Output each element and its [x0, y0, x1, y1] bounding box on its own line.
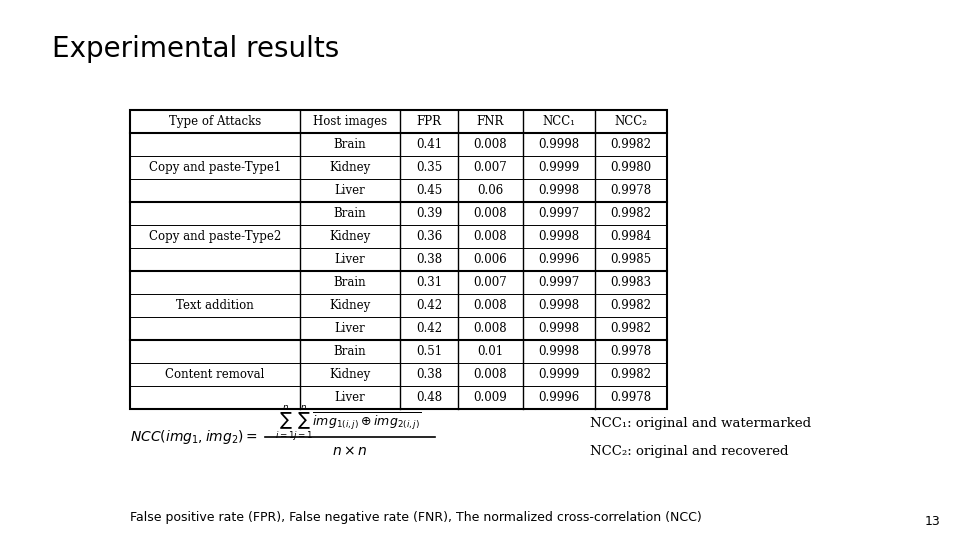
- Text: 0.36: 0.36: [416, 230, 443, 243]
- Text: 0.9996: 0.9996: [539, 391, 580, 404]
- Text: 0.008: 0.008: [473, 230, 507, 243]
- Text: 0.9997: 0.9997: [539, 276, 580, 289]
- Text: 0.9982: 0.9982: [611, 368, 652, 381]
- Text: 0.9998: 0.9998: [539, 345, 580, 358]
- Text: 0.42: 0.42: [416, 322, 442, 335]
- Text: 0.9978: 0.9978: [611, 345, 652, 358]
- Text: 0.9984: 0.9984: [611, 230, 652, 243]
- Text: 0.008: 0.008: [473, 368, 507, 381]
- Text: 0.51: 0.51: [416, 345, 442, 358]
- Text: 0.008: 0.008: [473, 299, 507, 312]
- Text: $NCC(img_1, img_2) =$: $NCC(img_1, img_2) =$: [130, 428, 258, 446]
- Text: Type of Attacks: Type of Attacks: [169, 115, 261, 128]
- Text: 0.007: 0.007: [473, 276, 508, 289]
- Text: 0.9982: 0.9982: [611, 207, 652, 220]
- Text: 0.31: 0.31: [416, 276, 442, 289]
- Text: 0.9998: 0.9998: [539, 322, 580, 335]
- Text: Brain: Brain: [334, 345, 367, 358]
- Text: 0.008: 0.008: [473, 138, 507, 151]
- Text: 0.009: 0.009: [473, 391, 508, 404]
- Text: 0.9998: 0.9998: [539, 138, 580, 151]
- Text: Copy and paste-Type1: Copy and paste-Type1: [149, 161, 281, 174]
- Text: 0.9997: 0.9997: [539, 207, 580, 220]
- Text: Brain: Brain: [334, 138, 367, 151]
- Text: 0.01: 0.01: [477, 345, 504, 358]
- Text: Experimental results: Experimental results: [52, 35, 339, 63]
- Text: FNR: FNR: [477, 115, 504, 128]
- Text: 0.9982: 0.9982: [611, 322, 652, 335]
- Text: Liver: Liver: [335, 391, 366, 404]
- Text: 0.9985: 0.9985: [611, 253, 652, 266]
- Text: 0.9980: 0.9980: [611, 161, 652, 174]
- Bar: [130, 110, 667, 409]
- Text: Kidney: Kidney: [329, 368, 371, 381]
- Text: Host images: Host images: [313, 115, 387, 128]
- Text: Content removal: Content removal: [165, 368, 265, 381]
- Text: 0.35: 0.35: [416, 161, 443, 174]
- Text: 13: 13: [924, 515, 940, 528]
- Text: 0.9998: 0.9998: [539, 184, 580, 197]
- Text: Liver: Liver: [335, 184, 366, 197]
- Text: 0.48: 0.48: [416, 391, 442, 404]
- Text: NCC₁: original and watermarked: NCC₁: original and watermarked: [590, 416, 811, 429]
- Text: 0.38: 0.38: [416, 368, 442, 381]
- Text: 0.39: 0.39: [416, 207, 443, 220]
- Text: 0.9982: 0.9982: [611, 299, 652, 312]
- Text: False positive rate (FPR), False negative rate (FNR), The normalized cross-corre: False positive rate (FPR), False negativ…: [130, 511, 702, 524]
- Text: Kidney: Kidney: [329, 230, 371, 243]
- Text: Brain: Brain: [334, 276, 367, 289]
- Text: 0.42: 0.42: [416, 299, 442, 312]
- Text: Kidney: Kidney: [329, 299, 371, 312]
- Text: 0.008: 0.008: [473, 322, 507, 335]
- Text: Liver: Liver: [335, 322, 366, 335]
- Text: 0.9999: 0.9999: [539, 368, 580, 381]
- Text: 0.006: 0.006: [473, 253, 508, 266]
- Text: 0.9999: 0.9999: [539, 161, 580, 174]
- Text: 0.45: 0.45: [416, 184, 443, 197]
- Text: Brain: Brain: [334, 207, 367, 220]
- Text: NCC₁: NCC₁: [542, 115, 575, 128]
- Text: 0.38: 0.38: [416, 253, 442, 266]
- Text: 0.9998: 0.9998: [539, 230, 580, 243]
- Text: FPR: FPR: [417, 115, 442, 128]
- Text: $n \times n$: $n \times n$: [332, 444, 368, 458]
- Text: 0.9983: 0.9983: [611, 276, 652, 289]
- Text: Text addition: Text addition: [176, 299, 253, 312]
- Text: 0.008: 0.008: [473, 207, 507, 220]
- Text: 0.9978: 0.9978: [611, 184, 652, 197]
- Text: 0.9978: 0.9978: [611, 391, 652, 404]
- Text: Kidney: Kidney: [329, 161, 371, 174]
- Text: 0.9996: 0.9996: [539, 253, 580, 266]
- Text: Liver: Liver: [335, 253, 366, 266]
- Text: 0.9998: 0.9998: [539, 299, 580, 312]
- Text: 0.9982: 0.9982: [611, 138, 652, 151]
- Text: 0.007: 0.007: [473, 161, 508, 174]
- Text: 0.41: 0.41: [416, 138, 442, 151]
- Text: NCC₂: original and recovered: NCC₂: original and recovered: [590, 444, 788, 457]
- Text: NCC₂: NCC₂: [614, 115, 647, 128]
- Text: $\sum_{i=1}^{n}\sum_{j=1}^{n}\overline{img_{1(i,j)}\oplus img_{2(i,j)}}$: $\sum_{i=1}^{n}\sum_{j=1}^{n}\overline{i…: [275, 403, 421, 443]
- Text: Copy and paste-Type2: Copy and paste-Type2: [149, 230, 281, 243]
- Text: 0.06: 0.06: [477, 184, 504, 197]
